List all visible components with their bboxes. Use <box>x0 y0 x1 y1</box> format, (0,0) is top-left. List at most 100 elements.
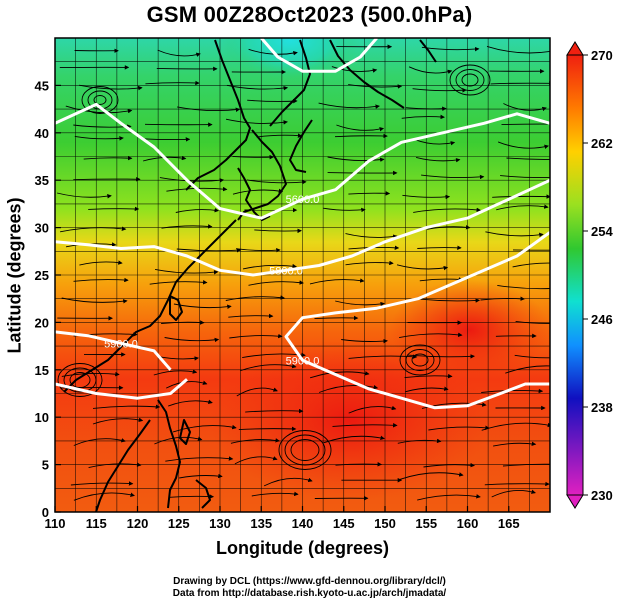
streamline <box>61 297 128 304</box>
streamline <box>515 320 550 324</box>
contour-label: 5900.0 <box>104 338 138 350</box>
x-tick-label: 155 <box>415 516 437 531</box>
y-axis-label: Latitude (degrees) <box>4 197 25 354</box>
colorbar-tick-label: 238 <box>591 400 613 415</box>
streamline <box>79 260 123 266</box>
streamline <box>396 264 449 271</box>
streamline <box>154 436 203 445</box>
contour-line <box>55 102 550 220</box>
streamline <box>73 176 141 182</box>
streamline <box>491 489 536 498</box>
streamline <box>176 248 242 253</box>
vortex-streamline <box>455 69 485 91</box>
streamline <box>83 155 133 161</box>
streamline <box>309 278 365 285</box>
streamline <box>421 174 485 180</box>
x-axis-label: Longitude (degrees) <box>215 538 389 558</box>
streamline <box>248 48 298 56</box>
streamline <box>401 114 445 120</box>
streamline <box>65 105 133 114</box>
streamline <box>153 369 198 376</box>
y-tick-label: 40 <box>35 126 49 141</box>
streamline <box>323 207 366 213</box>
colorbar: 270 262 254 246 238 230 <box>566 41 613 509</box>
streamline <box>88 206 140 212</box>
streamline <box>225 118 288 125</box>
streamline <box>501 123 550 126</box>
vortex-streamline <box>461 73 479 87</box>
streamline <box>232 188 284 195</box>
colorbar-tick-label: 270 <box>591 48 613 63</box>
streamline <box>142 137 191 142</box>
streamline <box>481 422 550 431</box>
vortex-streamline <box>449 64 491 96</box>
streamline <box>74 135 124 141</box>
streamline <box>514 354 550 359</box>
streamline <box>157 49 201 57</box>
credit-drawing: Drawing by DCL (https://www.gfd-dennou.o… <box>173 576 446 587</box>
streamline <box>165 456 234 462</box>
streamline <box>427 225 471 230</box>
streamline <box>73 277 129 283</box>
streamline <box>145 80 200 86</box>
streamline <box>493 441 537 447</box>
streamline <box>168 399 213 407</box>
streamline <box>248 280 304 286</box>
streamline <box>164 337 220 343</box>
streamline <box>404 386 449 393</box>
x-tick-label: 165 <box>498 516 520 531</box>
colorbar-bottom-arrow <box>566 494 584 509</box>
y-tick-label: 10 <box>35 410 49 425</box>
streamline <box>492 194 550 199</box>
streamline <box>232 154 275 160</box>
x-axis-ticks: 110 115 120 125 130 135 140 145 150 155 160 165 <box>45 506 520 531</box>
vortex-streamline <box>81 86 119 114</box>
streamline <box>505 365 550 374</box>
contour-line <box>284 231 550 410</box>
streamline <box>60 226 127 233</box>
streamline <box>172 424 237 433</box>
streamline <box>335 462 383 467</box>
streamline <box>348 405 397 414</box>
x-tick-label: 130 <box>209 516 231 531</box>
streamline <box>230 438 280 444</box>
y-tick-label: 25 <box>35 268 49 283</box>
streamline <box>417 494 481 501</box>
streamline <box>225 295 285 301</box>
streamline <box>399 332 463 339</box>
streamline <box>318 384 379 393</box>
streamline <box>88 462 142 469</box>
streamline <box>506 157 550 161</box>
colorbar-tick-label: 230 <box>591 488 613 503</box>
streamline <box>228 313 274 319</box>
streamline <box>236 387 278 397</box>
vortex-streamline <box>93 95 107 105</box>
streamline <box>485 231 544 238</box>
contour-line <box>55 178 550 277</box>
streamline <box>408 66 453 74</box>
streamline <box>161 320 205 325</box>
colorbar-tick-label: 246 <box>591 312 613 327</box>
y-tick-label: 5 <box>42 458 49 473</box>
streamline <box>497 141 549 149</box>
vortex-streamline <box>399 344 441 376</box>
streamline <box>263 477 313 487</box>
streamline <box>332 422 398 428</box>
y-tick-label: 15 <box>35 363 49 378</box>
streamline <box>179 473 223 479</box>
credits: Drawing by DCL (https://www.gfd-dennou.o… <box>0 576 619 600</box>
streamline <box>335 300 385 307</box>
colorbar-tick-label: 262 <box>591 136 613 151</box>
streamline <box>484 481 550 487</box>
streamline <box>177 106 241 112</box>
streamline <box>404 373 453 379</box>
streamline <box>512 262 550 268</box>
streamline <box>348 84 403 89</box>
x-tick-label: 120 <box>127 516 149 531</box>
y-tick-label: 0 <box>42 505 49 520</box>
colorbar-tick-label: 254 <box>591 224 613 239</box>
streamline <box>149 280 208 285</box>
streamline <box>334 133 388 139</box>
streamline <box>348 354 418 359</box>
streamline <box>159 177 225 183</box>
